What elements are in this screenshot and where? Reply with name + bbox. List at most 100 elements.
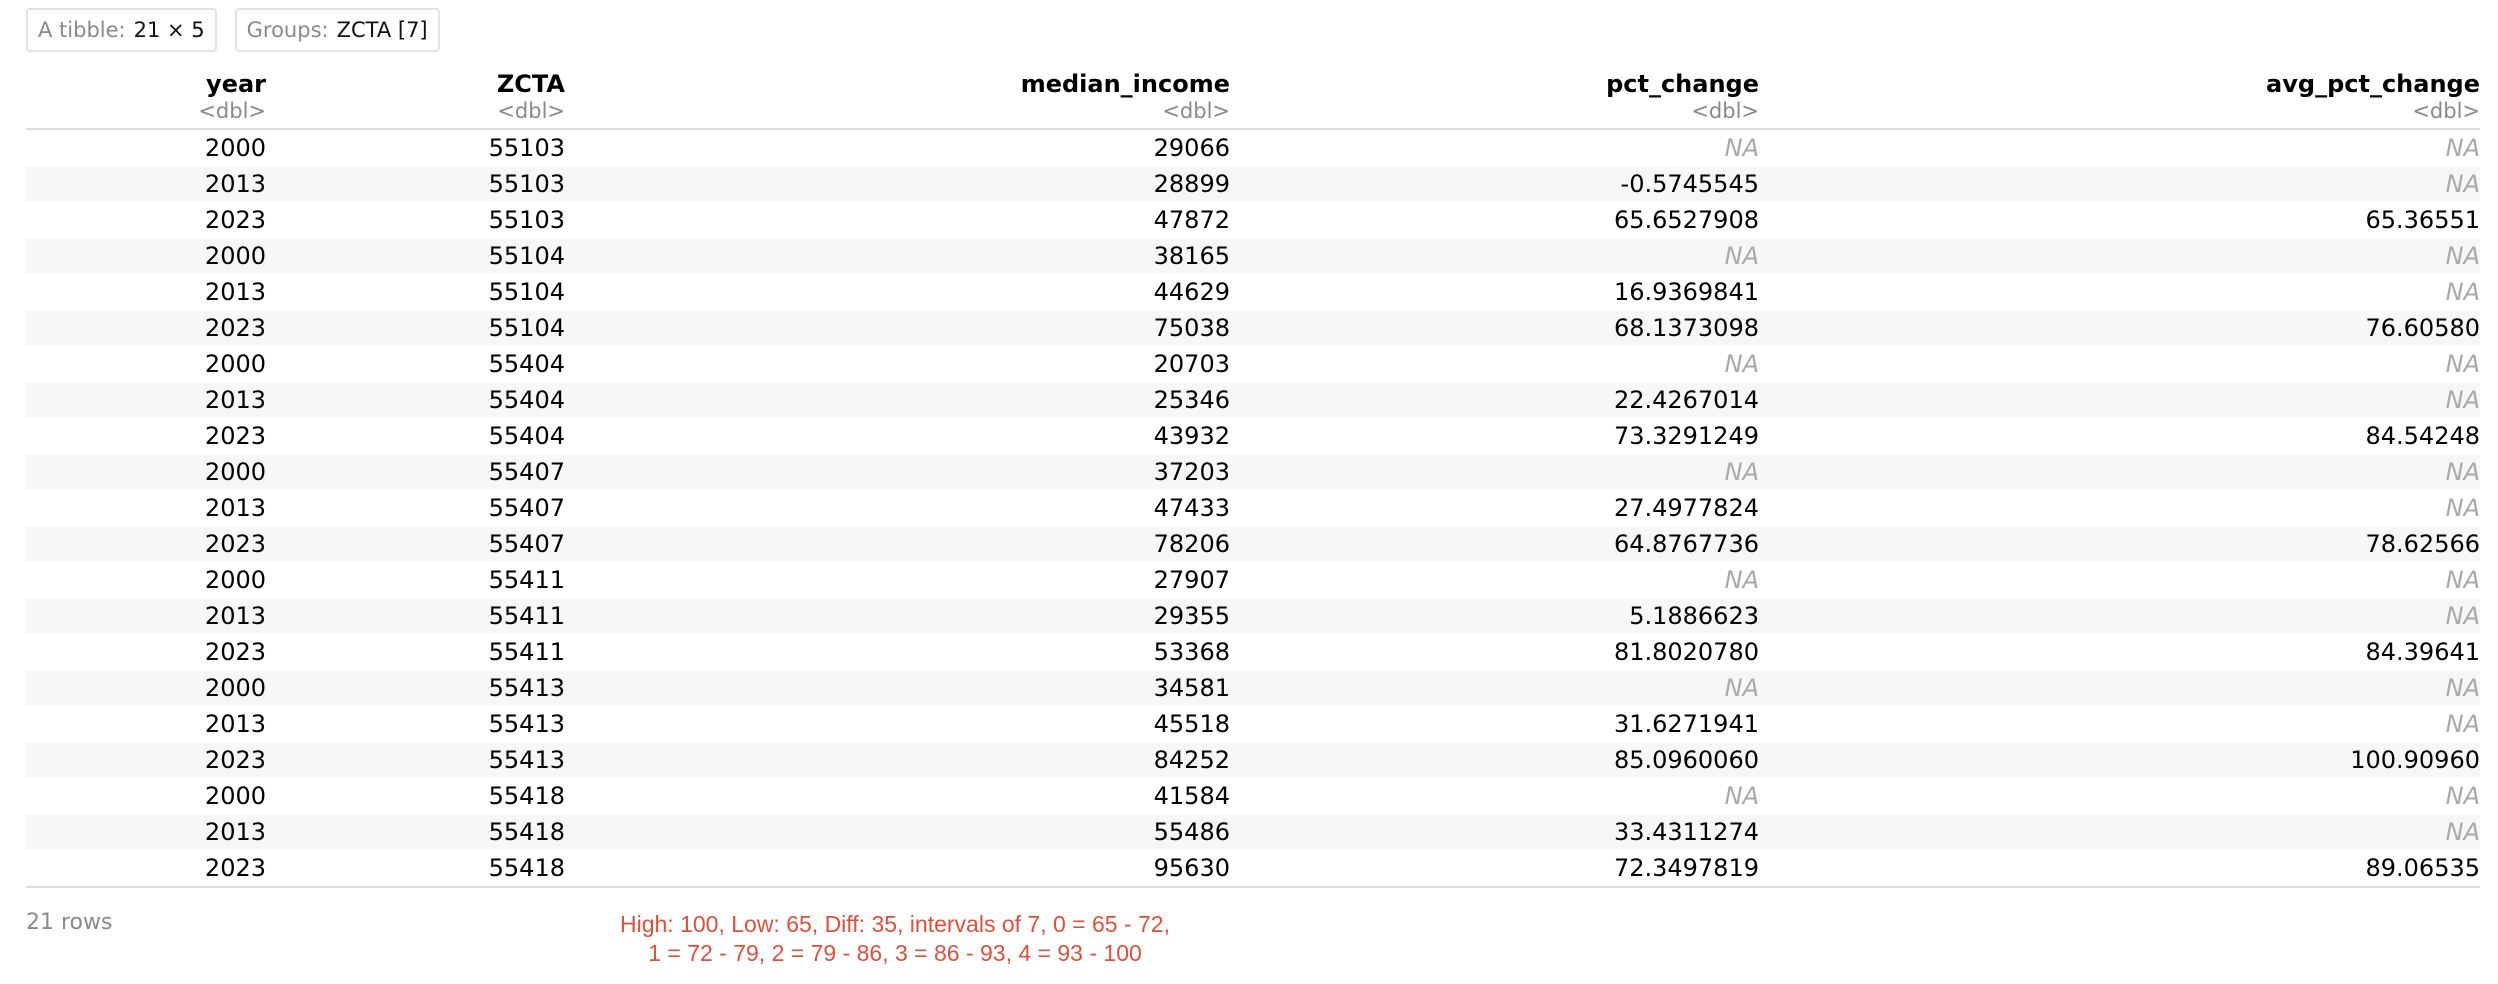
- tibble-dims: 21 × 5: [133, 18, 205, 42]
- cell-zcta: 55103: [488, 170, 565, 198]
- cell-median-income: 28899: [1153, 170, 1230, 198]
- column-type: <dbl>: [198, 99, 266, 123]
- cell-zcta: 55411: [488, 566, 565, 594]
- cell-median-income: 44629: [1153, 278, 1230, 306]
- cell-pct-change: 81.8020780: [1613, 638, 1759, 666]
- cell-pct-change: 16.9369841: [1613, 278, 1759, 306]
- cell-pct-change: NA: [1724, 782, 1759, 810]
- cell-zcta: 55103: [488, 134, 565, 162]
- cell-avg-pct-change: NA: [2445, 710, 2480, 738]
- cell-pct-change: 68.1373098: [1613, 314, 1759, 342]
- cell-avg-pct-change: NA: [2445, 170, 2480, 198]
- column-header-zcta[interactable]: ZCTA <dbl>: [266, 70, 565, 130]
- row-count: 21 rows: [26, 910, 113, 935]
- cell-median-income: 43932: [1153, 422, 1230, 450]
- table-row: 2013 55418 55486 33.4311274 NA: [26, 814, 2480, 850]
- cell-avg-pct-change: 65.36551: [2365, 206, 2480, 234]
- cell-pct-change: 33.4311274: [1613, 818, 1759, 846]
- cell-zcta: 55418: [488, 818, 565, 846]
- table-row: 2023 55418 95630 72.3497819 89.06535: [26, 850, 2480, 888]
- cell-median-income: 45518: [1153, 710, 1230, 738]
- cell-pct-change: 72.3497819: [1230, 850, 1759, 888]
- data-table: year <dbl> ZCTA <dbl> median_income <dbl…: [26, 70, 2480, 888]
- column-name: avg_pct_change: [2266, 70, 2480, 98]
- table-row: 2000 55413 34581 NA NA: [26, 670, 2480, 706]
- column-name: median_income: [1020, 70, 1230, 98]
- cell-zcta: 55404: [488, 422, 565, 450]
- cell-avg-pct-change: NA: [2445, 242, 2480, 270]
- cell-median-income: 27907: [1153, 566, 1230, 594]
- cell-year: 2023: [204, 530, 266, 558]
- interval-note-line: 1 = 72 - 79, 2 = 79 - 86, 3 = 86 - 93, 4…: [648, 940, 1142, 966]
- cell-year: 2023: [204, 422, 266, 450]
- table-row: 2013 55407 47433 27.4977824 NA: [26, 490, 2480, 526]
- column-header-pct-change[interactable]: pct_change <dbl>: [1230, 70, 1759, 130]
- cell-avg-pct-change: NA: [2445, 782, 2480, 810]
- cell-avg-pct-change: 78.62566: [2365, 530, 2480, 558]
- cell-zcta: 55411: [488, 638, 565, 666]
- cell-avg-pct-change: NA: [2445, 458, 2480, 486]
- cell-pct-change: 31.6271941: [1613, 710, 1759, 738]
- cell-pct-change: NA: [1724, 566, 1759, 594]
- cell-zcta: 55407: [488, 458, 565, 486]
- cell-pct-change: NA: [1724, 458, 1759, 486]
- cell-avg-pct-change: NA: [2445, 674, 2480, 702]
- column-header-avg-pct-change[interactable]: avg_pct_change <dbl>: [1759, 70, 2480, 130]
- cell-zcta: 55104: [488, 314, 565, 342]
- cell-pct-change: NA: [1724, 350, 1759, 378]
- table-row: 2023 55407 78206 64.8767736 78.62566: [26, 526, 2480, 562]
- cell-avg-pct-change: NA: [2445, 494, 2480, 522]
- cell-zcta: 55411: [488, 602, 565, 630]
- cell-zcta: 55407: [488, 530, 565, 558]
- interval-note: High: 100, Low: 65, Diff: 35, intervals …: [600, 910, 1190, 968]
- tibble-label: A tibble:: [38, 18, 126, 42]
- cell-pct-change: NA: [1724, 134, 1759, 162]
- groups-label: Groups:: [246, 18, 329, 42]
- column-type: <dbl>: [2412, 99, 2480, 123]
- interval-note-line: High: 100, Low: 65, Diff: 35, intervals …: [620, 911, 1170, 937]
- table-row: 2013 55411 29355 5.1886623 NA: [26, 598, 2480, 634]
- table-row: 2000 55411 27907 NA NA: [26, 562, 2480, 598]
- table-row: 2000 55404 20703 NA NA: [26, 346, 2480, 382]
- cell-zcta: 55413: [488, 674, 565, 702]
- column-name: year: [206, 70, 266, 98]
- cell-year: 2000: [204, 782, 266, 810]
- cell-zcta: 55407: [488, 494, 565, 522]
- tibble-groups-pill: Groups: ZCTA [7]: [234, 8, 440, 52]
- groups-value: ZCTA [7]: [336, 18, 428, 42]
- cell-pct-change: NA: [1724, 674, 1759, 702]
- cell-median-income: 34581: [1153, 674, 1230, 702]
- tibble-dims-pill: A tibble: 21 × 5: [26, 8, 217, 52]
- cell-pct-change: 5.1886623: [1629, 602, 1759, 630]
- table-row: 2000 55103 29066 NA NA: [26, 129, 2480, 166]
- cell-median-income: 75038: [1153, 314, 1230, 342]
- cell-year: 2000: [204, 674, 266, 702]
- cell-year: 2023: [26, 850, 266, 888]
- cell-zcta: 55413: [488, 746, 565, 774]
- cell-avg-pct-change: NA: [2445, 602, 2480, 630]
- cell-year: 2013: [204, 602, 266, 630]
- cell-median-income: 47433: [1153, 494, 1230, 522]
- cell-pct-change: 73.3291249: [1613, 422, 1759, 450]
- table-row: 2013 55413 45518 31.6271941 NA: [26, 706, 2480, 742]
- cell-zcta: 55418: [266, 850, 565, 888]
- table-row: 2023 55103 47872 65.6527908 65.36551: [26, 202, 2480, 238]
- column-header-median-income[interactable]: median_income <dbl>: [565, 70, 1230, 130]
- cell-median-income: 37203: [1153, 458, 1230, 486]
- table-row: 2023 55104 75038 68.1373098 76.60580: [26, 310, 2480, 346]
- cell-year: 2023: [204, 314, 266, 342]
- column-header-year[interactable]: year <dbl>: [26, 70, 266, 130]
- cell-avg-pct-change: NA: [2445, 134, 2480, 162]
- table-row: 2023 55413 84252 85.0960060 100.90960: [26, 742, 2480, 778]
- table-row: 2023 55404 43932 73.3291249 84.54248: [26, 418, 2480, 454]
- cell-year: 2013: [204, 710, 266, 738]
- cell-median-income: 20703: [1153, 350, 1230, 378]
- table-row: 2013 55104 44629 16.9369841 NA: [26, 274, 2480, 310]
- cell-year: 2013: [204, 278, 266, 306]
- cell-year: 2000: [204, 242, 266, 270]
- cell-avg-pct-change: 76.60580: [2365, 314, 2480, 342]
- table-row: 2013 55103 28899 -0.5745545 NA: [26, 166, 2480, 202]
- cell-year: 2023: [204, 206, 266, 234]
- cell-pct-change: 64.8767736: [1613, 530, 1759, 558]
- cell-avg-pct-change: 84.39641: [2365, 638, 2480, 666]
